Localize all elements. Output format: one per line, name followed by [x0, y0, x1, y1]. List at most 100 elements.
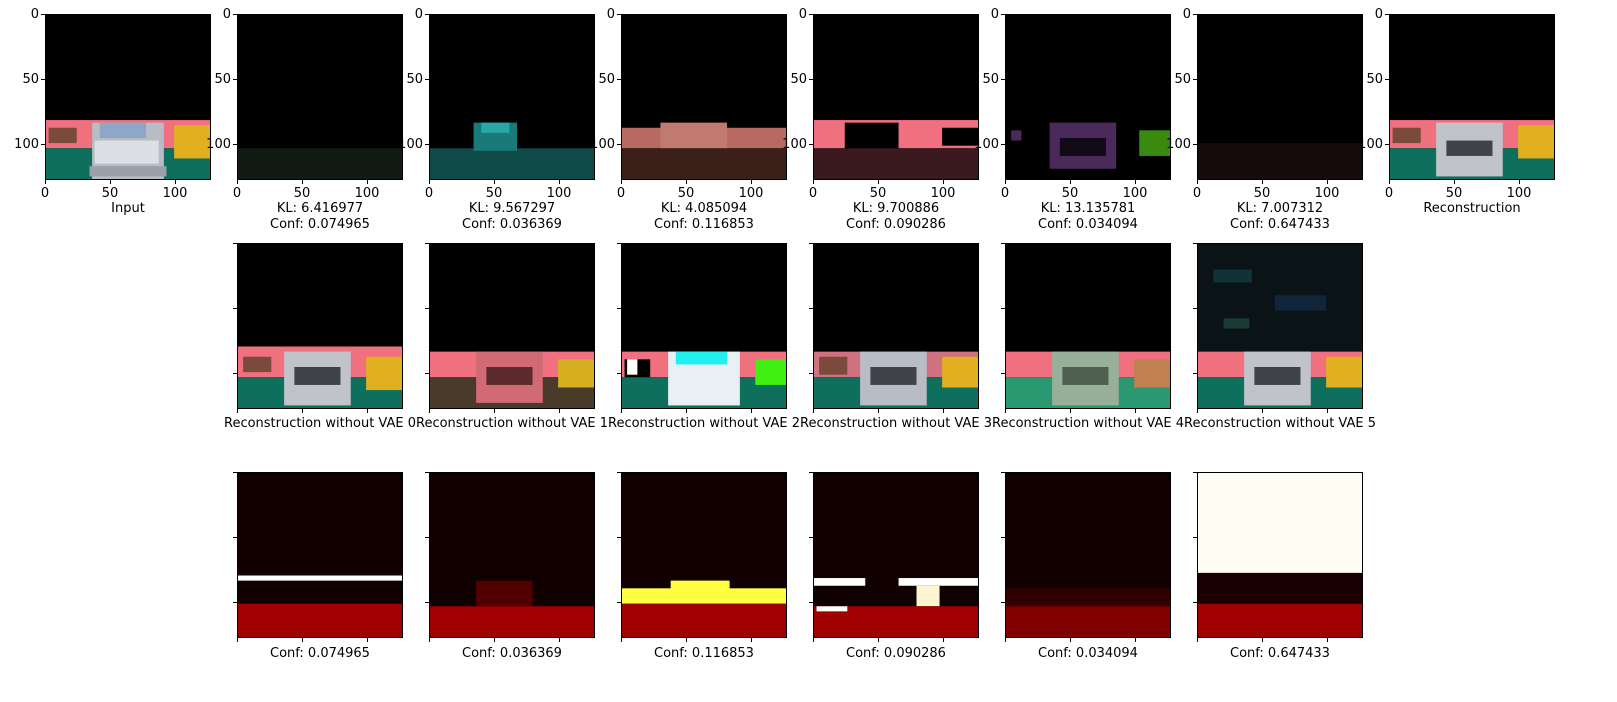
x-tick-label: 50	[1061, 186, 1079, 201]
x-tick	[237, 180, 238, 184]
y-tick	[1193, 79, 1197, 80]
kl-value: KL: 7.007312	[1236, 201, 1324, 216]
recon-without-vae-caption-1: Reconstruction without VAE 1	[416, 416, 608, 431]
y-tick	[1001, 373, 1005, 374]
kl-value: KL: 6.416977	[276, 201, 364, 216]
y-tick	[1193, 373, 1197, 374]
y-tick	[809, 14, 813, 15]
x-tick	[1005, 409, 1006, 413]
kl-value: KL: 9.700886	[852, 201, 940, 216]
input-image	[45, 14, 211, 180]
x-tick	[559, 180, 560, 184]
conf-value: Conf: 0.034094	[1038, 217, 1138, 232]
x-tick	[237, 638, 238, 642]
y-tick	[1001, 602, 1005, 603]
x-tick	[302, 638, 303, 642]
latent-image-5	[1197, 14, 1363, 180]
x-tick	[302, 409, 303, 413]
y-tick-label: 100	[782, 137, 807, 152]
x-tick	[1197, 180, 1198, 184]
y-tick	[617, 79, 621, 80]
recon-without-vae-4-image	[1005, 243, 1171, 409]
x-tick	[1262, 180, 1263, 184]
y-tick	[233, 144, 237, 145]
recon-without-vae-caption-4: Reconstruction without VAE 4	[992, 416, 1184, 431]
y-tick	[1001, 79, 1005, 80]
y-tick	[617, 373, 621, 374]
latent-image-3	[813, 14, 979, 180]
x-tick-label: 50	[869, 186, 887, 201]
x-tick-label: 50	[1445, 186, 1463, 201]
y-tick	[233, 373, 237, 374]
confidence-caption-1: Conf: 0.036369	[462, 646, 562, 661]
y-tick	[1193, 308, 1197, 309]
y-tick	[425, 144, 429, 145]
x-tick	[1262, 409, 1263, 413]
latent-image-2	[621, 14, 787, 180]
confidence-caption-0: Conf: 0.074965	[270, 646, 370, 661]
y-tick-label: 0	[990, 7, 999, 22]
y-tick-label: 100	[1358, 137, 1383, 152]
x-tick	[429, 180, 430, 184]
latent-caption-1: KL: 9.567297 Conf: 0.036369	[409, 201, 615, 233]
y-tick	[809, 144, 813, 145]
x-tick-label: 100	[354, 186, 380, 201]
x-tick	[1005, 638, 1006, 642]
kl-value: KL: 4.085094	[660, 201, 748, 216]
conf-value: Conf: 0.074965	[270, 217, 370, 232]
recon-without-vae-caption-2: Reconstruction without VAE 2	[608, 416, 800, 431]
y-tick	[425, 243, 429, 244]
x-tick-label: 50	[677, 186, 695, 201]
y-tick	[809, 537, 813, 538]
y-tick-label: 0	[414, 7, 423, 22]
x-tick	[494, 638, 495, 642]
x-tick-label: 50	[101, 186, 119, 201]
y-tick-label: 100	[206, 137, 231, 152]
y-tick-label: 50	[406, 72, 423, 87]
x-tick	[367, 180, 368, 184]
latent-caption-0: KL: 6.416977 Conf: 0.074965	[217, 201, 423, 233]
kl-value: KL: 9.567297	[468, 201, 556, 216]
x-tick	[813, 409, 814, 413]
x-tick	[621, 638, 622, 642]
x-tick	[45, 180, 46, 184]
confidence-caption-4: Conf: 0.034094	[1038, 646, 1138, 661]
y-tick-label: 100	[974, 137, 999, 152]
x-tick-label: 100	[546, 186, 572, 201]
y-tick	[233, 602, 237, 603]
y-tick-label: 0	[606, 7, 615, 22]
x-tick	[1197, 638, 1198, 642]
y-tick-label: 50	[982, 72, 999, 87]
y-tick	[809, 472, 813, 473]
x-tick	[943, 409, 944, 413]
y-tick	[1193, 537, 1197, 538]
x-tick	[943, 180, 944, 184]
x-tick	[1327, 180, 1328, 184]
conf-value: Conf: 0.036369	[462, 217, 562, 232]
y-tick	[809, 308, 813, 309]
x-tick	[429, 638, 430, 642]
y-tick-label: 50	[598, 72, 615, 87]
y-tick	[425, 472, 429, 473]
y-tick	[425, 308, 429, 309]
x-tick	[559, 409, 560, 413]
x-tick-label: 0	[1000, 186, 1010, 201]
x-tick	[367, 409, 368, 413]
confidence-map-2	[621, 472, 787, 638]
x-tick-label: 100	[162, 186, 188, 201]
y-tick	[1385, 144, 1389, 145]
y-tick-label: 0	[222, 7, 231, 22]
x-tick	[367, 638, 368, 642]
y-tick	[425, 373, 429, 374]
x-tick	[110, 180, 111, 184]
kl-value: KL: 13.135781	[1040, 201, 1136, 216]
x-tick	[1519, 180, 1520, 184]
x-tick-label: 0	[808, 186, 818, 201]
y-tick	[41, 79, 45, 80]
x-tick	[1135, 409, 1136, 413]
y-tick	[1001, 243, 1005, 244]
y-tick	[425, 537, 429, 538]
latent-caption-4: KL: 13.135781 Conf: 0.034094	[985, 201, 1191, 233]
y-tick	[233, 14, 237, 15]
x-tick	[1197, 409, 1198, 413]
